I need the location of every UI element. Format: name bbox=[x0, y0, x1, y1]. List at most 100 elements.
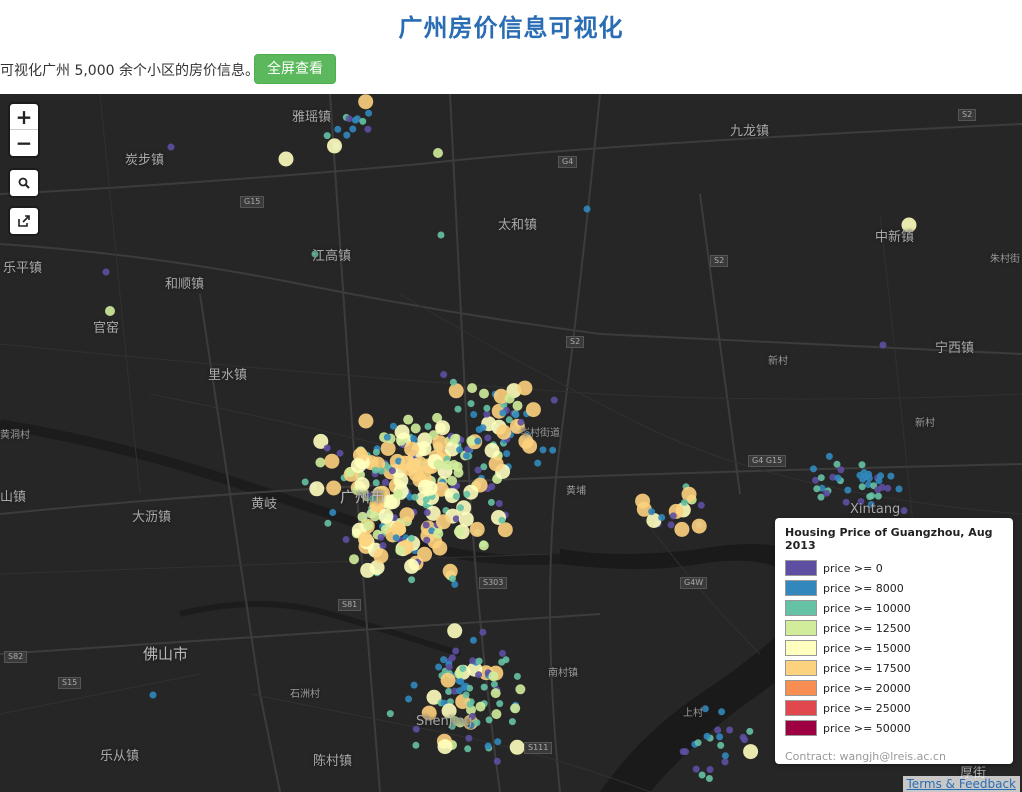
housing-point[interactable] bbox=[646, 513, 662, 528]
housing-point[interactable] bbox=[466, 684, 474, 692]
housing-point[interactable] bbox=[364, 125, 372, 133]
housing-point[interactable] bbox=[508, 718, 516, 726]
housing-point[interactable] bbox=[392, 534, 400, 542]
housing-point[interactable] bbox=[475, 671, 483, 679]
share-icon[interactable] bbox=[10, 208, 38, 234]
housing-point[interactable] bbox=[467, 400, 475, 408]
housing-point[interactable] bbox=[425, 505, 441, 521]
housing-point[interactable] bbox=[825, 452, 833, 460]
housing-point[interactable] bbox=[743, 744, 759, 760]
housing-point[interactable] bbox=[377, 467, 385, 475]
housing-point[interactable] bbox=[311, 250, 319, 258]
housing-point[interactable] bbox=[874, 492, 882, 500]
housing-point[interactable] bbox=[718, 708, 726, 716]
housing-point[interactable] bbox=[389, 422, 397, 430]
housing-point[interactable] bbox=[498, 516, 506, 524]
housing-point[interactable] bbox=[539, 446, 547, 454]
housing-point[interactable] bbox=[440, 672, 456, 688]
housing-point[interactable] bbox=[357, 511, 368, 522]
housing-point[interactable] bbox=[512, 411, 520, 419]
housing-point[interactable] bbox=[324, 519, 332, 527]
housing-point[interactable] bbox=[674, 521, 690, 537]
housing-point[interactable] bbox=[669, 512, 677, 520]
housing-point[interactable] bbox=[480, 463, 488, 471]
housing-point[interactable] bbox=[167, 143, 175, 151]
housing-point[interactable] bbox=[490, 688, 501, 699]
housing-point[interactable] bbox=[812, 476, 819, 484]
housing-point[interactable] bbox=[680, 499, 688, 506]
housing-point[interactable] bbox=[423, 509, 431, 516]
housing-point[interactable] bbox=[393, 472, 409, 488]
housing-point[interactable] bbox=[510, 703, 521, 714]
housing-point[interactable] bbox=[467, 722, 475, 729]
housing-point[interactable] bbox=[466, 700, 474, 708]
housing-point[interactable] bbox=[448, 383, 464, 399]
housing-point[interactable] bbox=[433, 148, 443, 158]
housing-point[interactable] bbox=[404, 558, 420, 574]
housing-point[interactable] bbox=[833, 460, 841, 468]
housing-point[interactable] bbox=[658, 514, 666, 521]
housing-point[interactable] bbox=[475, 657, 483, 665]
housing-point[interactable] bbox=[469, 657, 477, 665]
housing-point[interactable] bbox=[411, 493, 419, 501]
housing-point[interactable] bbox=[583, 205, 591, 213]
housing-point[interactable] bbox=[462, 452, 470, 460]
housing-point[interactable] bbox=[426, 689, 442, 705]
housing-point[interactable] bbox=[400, 456, 416, 471]
terms-feedback-link[interactable]: Terms & Feedback bbox=[902, 776, 1020, 792]
housing-point[interactable] bbox=[399, 507, 415, 523]
housing-point[interactable] bbox=[421, 705, 437, 721]
housing-point[interactable] bbox=[433, 481, 449, 497]
housing-point[interactable] bbox=[513, 672, 521, 680]
housing-point[interactable] bbox=[350, 458, 366, 474]
housing-point[interactable] bbox=[433, 528, 444, 539]
housing-point[interactable] bbox=[479, 388, 489, 399]
housing-point[interactable] bbox=[716, 733, 724, 741]
housing-point[interactable] bbox=[459, 665, 467, 672]
housing-point[interactable] bbox=[448, 654, 456, 662]
map-canvas[interactable]: 雅瑶镇 九龙镇 炭步镇 太和镇 中新镇 乐平镇 江高镇 和顺镇 官窑 宁西镇 里… bbox=[0, 94, 1022, 792]
housing-point[interactable] bbox=[466, 704, 476, 715]
housing-point[interactable] bbox=[470, 411, 478, 418]
housing-point[interactable] bbox=[857, 498, 865, 506]
housing-point[interactable] bbox=[497, 522, 513, 538]
housing-point[interactable] bbox=[485, 716, 493, 724]
fullscreen-button[interactable]: 全屏查看 bbox=[254, 54, 336, 84]
housing-point[interactable] bbox=[149, 691, 157, 699]
housing-point[interactable] bbox=[417, 546, 433, 562]
housing-point[interactable] bbox=[726, 726, 734, 734]
housing-point[interactable] bbox=[417, 479, 433, 495]
housing-point[interactable] bbox=[705, 775, 713, 782]
housing-point[interactable] bbox=[874, 486, 882, 494]
housing-point[interactable] bbox=[372, 448, 380, 456]
housing-point[interactable] bbox=[457, 504, 464, 512]
housing-point[interactable] bbox=[380, 441, 396, 456]
housing-point[interactable] bbox=[875, 477, 883, 485]
housing-point[interactable] bbox=[515, 684, 526, 695]
housing-point[interactable] bbox=[457, 678, 465, 686]
housing-point[interactable] bbox=[343, 131, 351, 139]
housing-point[interactable] bbox=[479, 628, 487, 636]
housing-point[interactable] bbox=[818, 484, 826, 492]
housing-point[interactable] bbox=[363, 520, 374, 531]
housing-point[interactable] bbox=[895, 485, 903, 493]
housing-point[interactable] bbox=[491, 709, 502, 720]
housing-point[interactable] bbox=[475, 426, 483, 433]
housing-point[interactable] bbox=[691, 518, 707, 534]
housing-point[interactable] bbox=[383, 433, 391, 441]
housing-point[interactable] bbox=[102, 268, 110, 276]
housing-point[interactable] bbox=[487, 498, 495, 506]
housing-point[interactable] bbox=[469, 712, 476, 720]
housing-point[interactable] bbox=[462, 691, 470, 699]
housing-point[interactable] bbox=[327, 138, 342, 154]
housing-point[interactable] bbox=[452, 492, 460, 500]
housing-point[interactable] bbox=[721, 752, 729, 760]
housing-point[interactable] bbox=[701, 705, 709, 713]
housing-point[interactable] bbox=[837, 466, 845, 474]
zoom-in-button[interactable]: + bbox=[10, 104, 38, 130]
housing-point[interactable] bbox=[416, 441, 432, 457]
housing-point[interactable] bbox=[404, 441, 420, 457]
housing-point[interactable] bbox=[706, 766, 714, 773]
housing-point[interactable] bbox=[410, 423, 421, 434]
housing-point[interactable] bbox=[313, 433, 329, 449]
